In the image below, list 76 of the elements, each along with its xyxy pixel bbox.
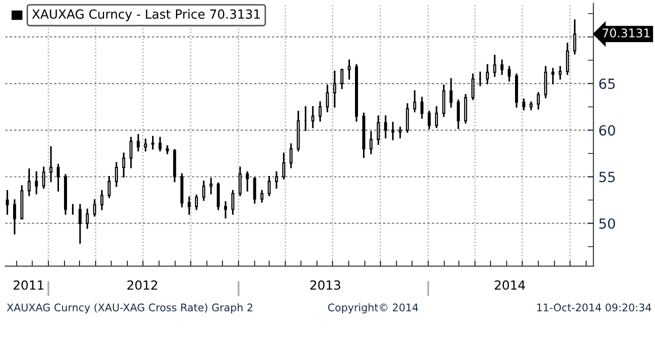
candlestick (428, 110, 431, 130)
y-tick-label: 65 (599, 78, 615, 90)
candlestick (333, 70, 336, 108)
candlestick (384, 115, 388, 138)
candlestick (86, 208, 89, 229)
text: 70.3131 (602, 28, 650, 38)
candlestick (34, 171, 38, 194)
candlestick (108, 176, 111, 198)
candlestick (573, 19, 576, 54)
candlestick (413, 90, 416, 112)
y-tick-label: 55 (599, 172, 615, 182)
candlestick (151, 136, 154, 150)
candlestick (406, 103, 409, 133)
candlestick (318, 101, 322, 122)
candlestick (260, 190, 264, 203)
candlestick (536, 92, 540, 110)
candlestick (224, 201, 228, 219)
candlestick (456, 100, 460, 130)
x-tick-label: 2011 (14, 280, 44, 290)
candlestick (311, 106, 314, 128)
candlestick (268, 176, 271, 196)
candlestick (348, 59, 351, 80)
candlestick (49, 146, 52, 182)
candlestick (93, 199, 96, 217)
candlestick (42, 166, 46, 189)
candlestick (246, 171, 249, 192)
candlestick (238, 166, 242, 196)
chart-title: XAUXAG Curncy - Last Price 70.3131 (32, 9, 260, 22)
candlestick (6, 190, 9, 215)
candlestick (493, 54, 496, 77)
x-tick-label: 2014 (494, 280, 525, 290)
candlestick (210, 178, 212, 194)
candlestick (122, 152, 126, 178)
candlestick (114, 162, 118, 187)
x-tick-label: 2013 (310, 280, 340, 290)
candlestick (558, 66, 562, 80)
candlestick (129, 136, 132, 168)
candlestick (442, 84, 446, 117)
candlestick (78, 204, 82, 244)
candlestick (326, 84, 329, 112)
candlestick (216, 182, 220, 210)
candlestick (158, 136, 162, 152)
candlestick (231, 190, 234, 215)
text: XAUXAG Curncy (XAU-XAG Cross Rate) Graph 2 (6, 303, 252, 314)
candlestick (376, 115, 380, 145)
candlestick (253, 176, 256, 204)
candlestick (566, 42, 569, 75)
candlestick (194, 194, 198, 210)
y-tick-label: 50 (599, 218, 616, 229)
candlestick (13, 199, 16, 234)
candlestick (370, 131, 373, 154)
candlestick (100, 190, 104, 210)
text: Copyright© 2014 (328, 303, 418, 314)
candlestick (188, 196, 191, 215)
candlestick (522, 98, 526, 110)
candlestick (144, 138, 148, 152)
candlestick (420, 96, 424, 119)
candlestick (274, 171, 278, 189)
candlestick (544, 66, 548, 98)
candlestick (290, 143, 293, 168)
candlestick (28, 168, 31, 196)
candlestick (464, 94, 468, 124)
candlestick (471, 73, 474, 100)
candlestick (398, 126, 402, 138)
candlestick (202, 180, 206, 201)
x-tick-label: 2012 (127, 280, 158, 290)
y-tick-label: 60 (599, 125, 616, 136)
candlestick (435, 106, 438, 128)
candlestick (551, 68, 554, 84)
candlestick (340, 68, 344, 89)
text: 11-Oct-2014 09:20:34 (537, 304, 652, 312)
candlestick (56, 164, 60, 192)
candlestick (391, 122, 394, 140)
candlestick (500, 59, 504, 75)
candlestick (486, 64, 489, 84)
candlestick (450, 78, 453, 108)
